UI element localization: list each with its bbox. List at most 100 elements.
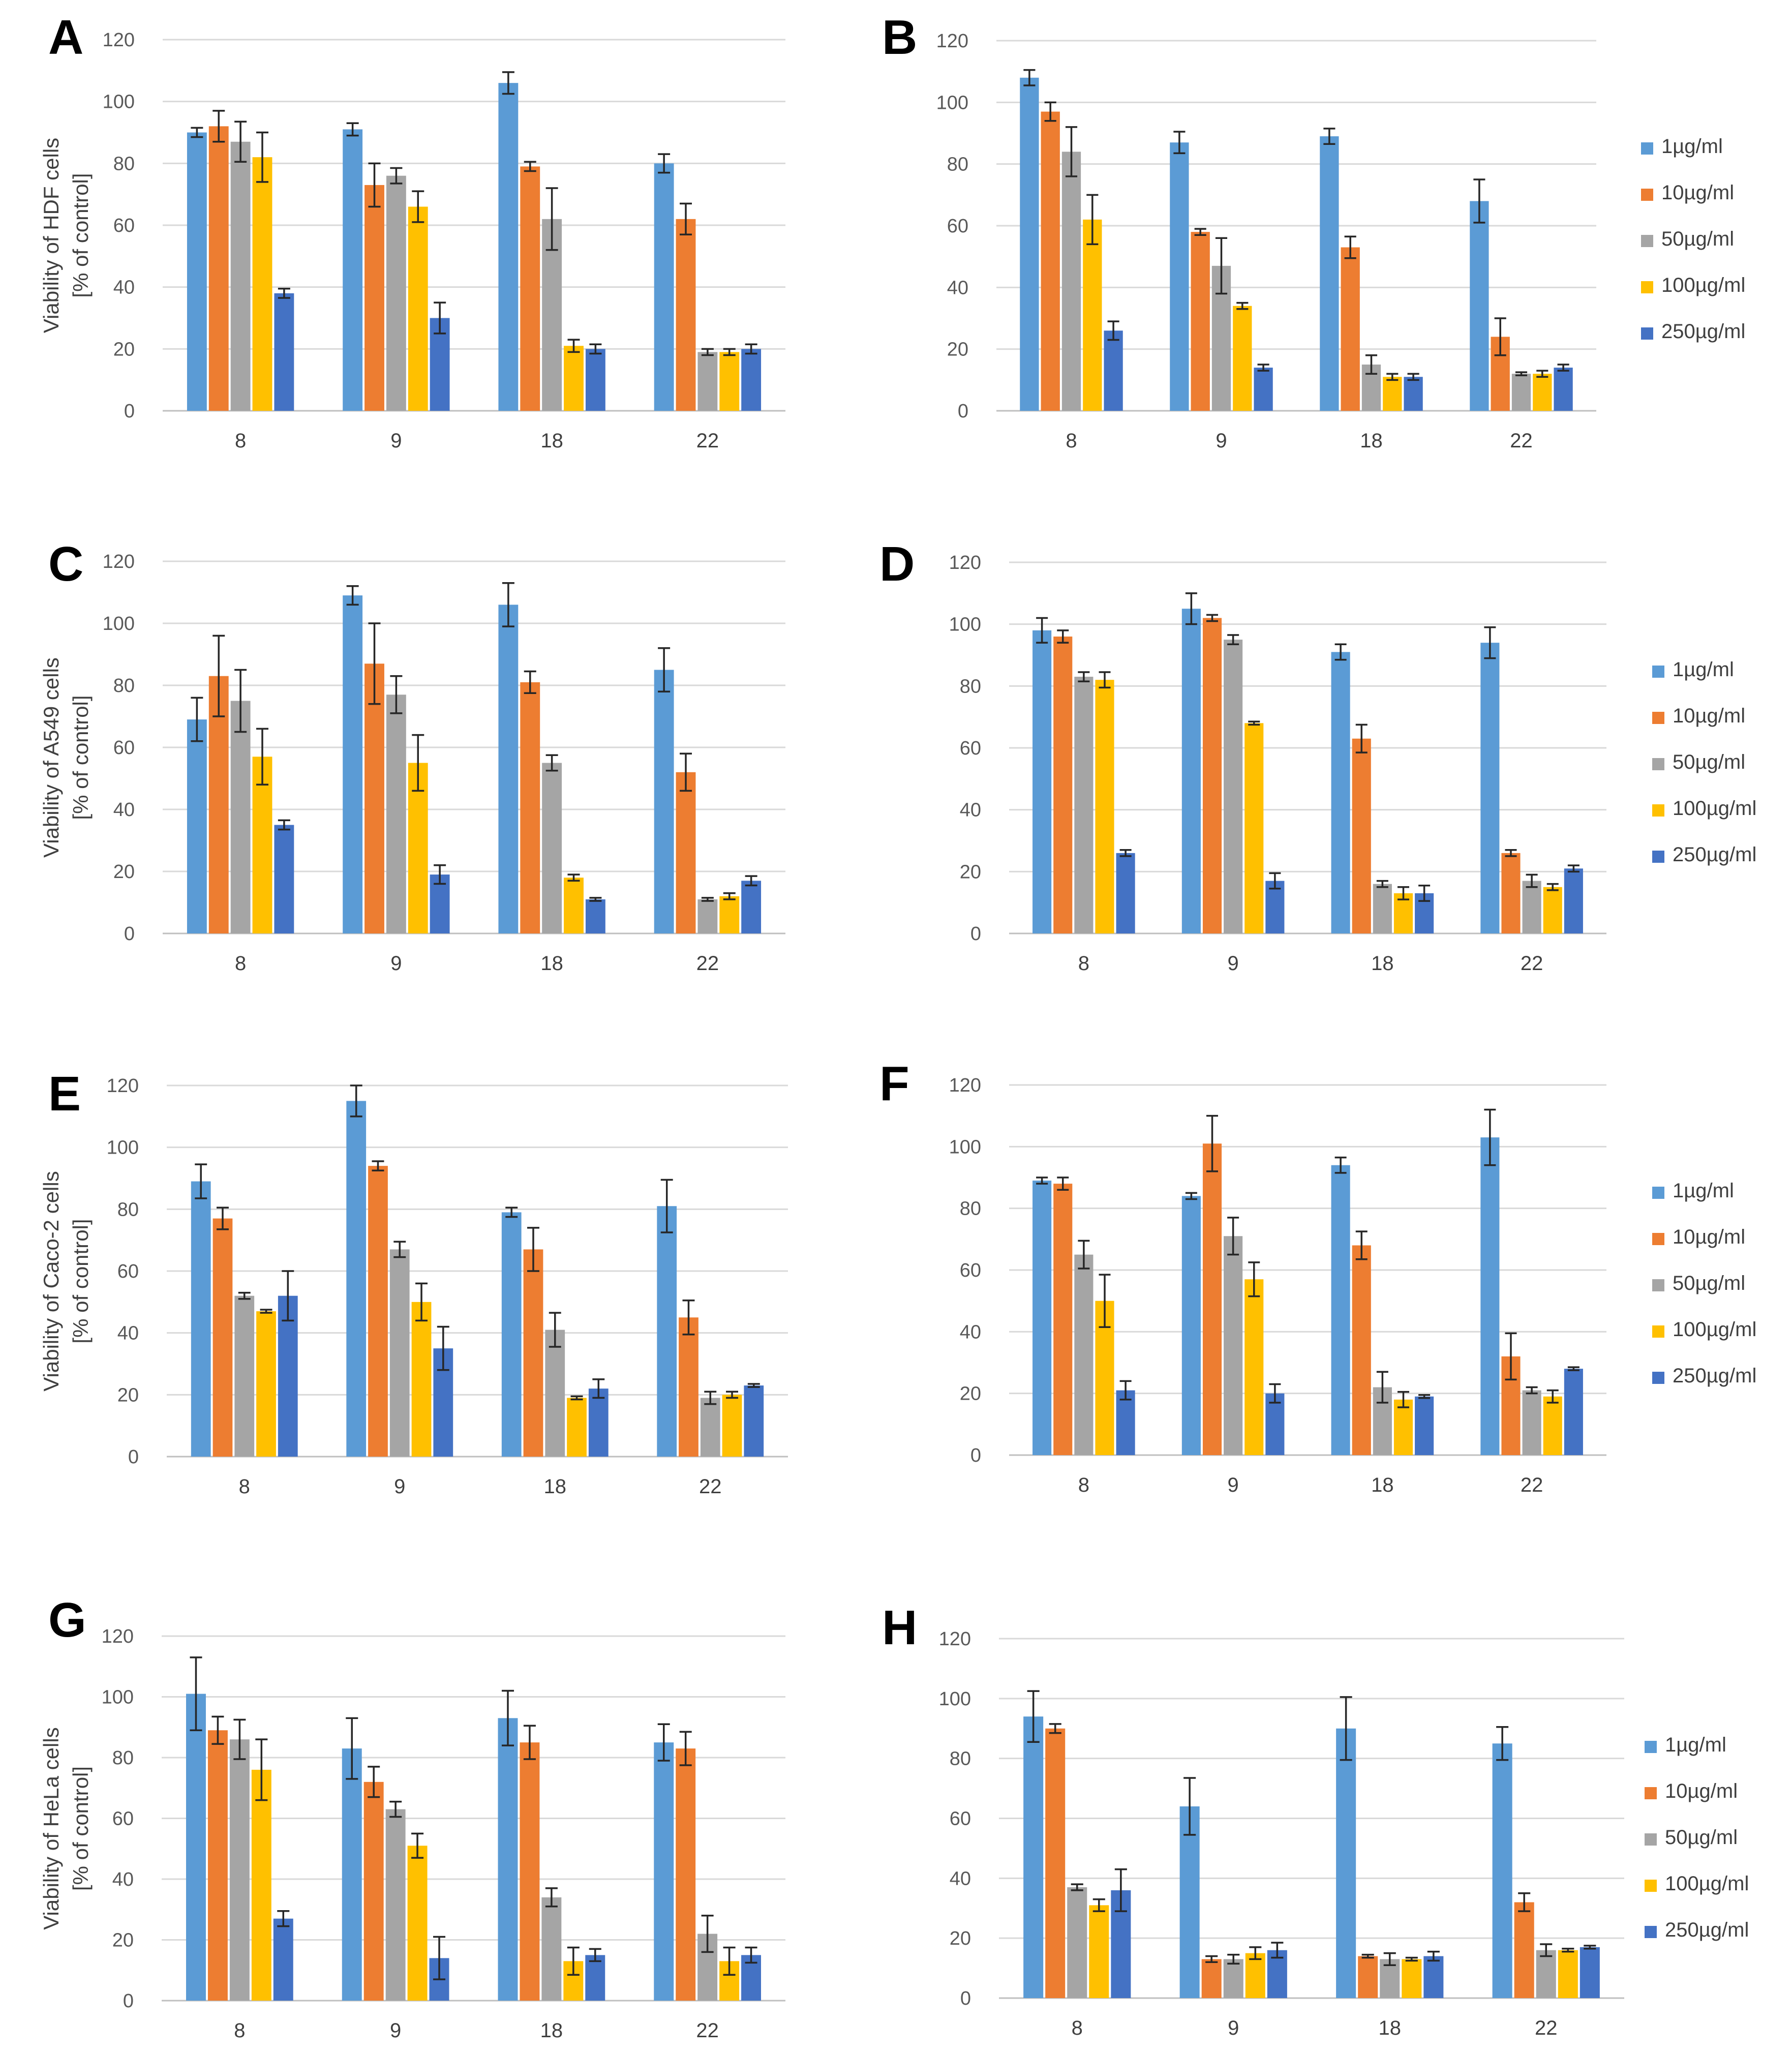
x-tick-label-h-9: 9 — [1228, 2017, 1239, 2039]
error-bar-d-18-s1 — [1334, 643, 1347, 661]
bar-b-18-s2 — [1341, 247, 1360, 411]
bar-f-18-s2 — [1352, 1245, 1371, 1455]
bar-f-22-s1 — [1480, 1137, 1500, 1455]
bar-d-9-s5 — [1265, 881, 1285, 933]
error-bar-c-22-s3 — [701, 897, 714, 902]
bar-h-9-s4 — [1245, 1953, 1265, 1998]
error-bar-h-18-s4 — [1405, 1956, 1418, 1962]
bar-a-18-s5 — [585, 349, 605, 411]
bar-b-8-s1 — [1020, 77, 1039, 411]
bar-g-8-s4 — [251, 1769, 271, 2001]
legend-label-h-s2: 10µg/ml — [1665, 1780, 1738, 1802]
y-axis-label-g-line2: [% of control] — [69, 1766, 93, 1891]
bar-g-8-s2 — [207, 1730, 228, 2001]
error-bar-e-22-s4 — [726, 1391, 738, 1399]
error-bar-g-8-s1 — [190, 1656, 202, 1731]
error-bar-d-9-s5 — [1269, 872, 1281, 890]
y-tick-label-b-80: 80 — [947, 154, 968, 175]
x-tick-label-g-9: 9 — [390, 2019, 401, 2042]
error-bar-a-18-s5 — [589, 343, 602, 355]
bar-c-22-s3 — [697, 899, 718, 933]
panel-label-a: A — [48, 10, 83, 65]
bar-c-22-s2 — [676, 772, 696, 933]
bar-g-9-s2 — [363, 1782, 384, 2001]
error-bar-h-18-s1 — [1340, 1696, 1352, 1761]
legend-label-h-s5: 250µg/ml — [1665, 1919, 1749, 1941]
bar-e-18-s2 — [523, 1249, 543, 1457]
bar-f-8-s3 — [1074, 1254, 1094, 1455]
panel-label-d: D — [879, 537, 915, 591]
y-tick-label-b-20: 20 — [947, 339, 968, 360]
error-bar-a-8-s2 — [212, 110, 225, 143]
error-bar-g-22-s4 — [723, 1946, 736, 1976]
x-tick-label-d-22: 22 — [1521, 952, 1543, 975]
bar-a-8-s5 — [274, 293, 294, 411]
error-bar-f-22-s4 — [1546, 1389, 1559, 1404]
error-bar-f-18-s5 — [1418, 1394, 1431, 1399]
y-tick-label-a-0: 0 — [124, 401, 135, 422]
bar-b-8-s5 — [1104, 330, 1123, 411]
y-tick-label-h-80: 80 — [950, 1748, 971, 1770]
legend-swatch-d-s2 — [1652, 712, 1664, 724]
bar-g-8-s1 — [186, 1694, 206, 2001]
y-tick-label-e-60: 60 — [117, 1261, 139, 1282]
bar-b-22-s1 — [1470, 201, 1489, 411]
legend-label-h-s4: 100µg/ml — [1665, 1873, 1749, 1895]
bar-f-18-s1 — [1331, 1165, 1350, 1455]
y-tick-label-d-100: 100 — [949, 614, 981, 636]
error-bar-c-22-s1 — [658, 647, 671, 692]
y-tick-label-d-20: 20 — [960, 861, 981, 883]
bar-f-18-s5 — [1415, 1396, 1434, 1455]
y-tick-label-f-20: 20 — [960, 1383, 981, 1405]
error-bar-b-22-s4 — [1536, 370, 1548, 378]
legend-swatch-f-s2 — [1652, 1233, 1664, 1245]
bar-d-9-s1 — [1181, 609, 1201, 933]
error-bar-a-8-s3 — [234, 120, 247, 163]
error-bar-f-18-s4 — [1397, 1391, 1410, 1408]
x-tick-label-c-18: 18 — [540, 952, 563, 975]
legend-label-b-s2: 10µg/ml — [1661, 182, 1734, 204]
error-bar-e-9-s4 — [415, 1282, 428, 1322]
error-bar-f-18-s1 — [1334, 1156, 1347, 1174]
legend-label-d-s1: 1µg/ml — [1673, 658, 1734, 681]
error-bar-f-9-s2 — [1206, 1114, 1219, 1172]
y-axis-label-e-line2: [% of control] — [69, 1219, 93, 1343]
bar-e-8-s4 — [256, 1311, 276, 1457]
error-bar-a-9-s4 — [412, 190, 424, 223]
error-bar-e-9-s3 — [393, 1241, 406, 1258]
bar-c-18-s5 — [585, 899, 605, 933]
bar-g-8-s3 — [229, 1739, 250, 2001]
x-tick-label-d-9: 9 — [1228, 952, 1239, 975]
legend-swatch-h-s5 — [1645, 1926, 1657, 1938]
bar-e-22-s1 — [657, 1206, 677, 1457]
error-bar-c-22-s5 — [745, 875, 757, 887]
error-bar-h-18-s3 — [1383, 1952, 1396, 1966]
error-bar-g-9-s5 — [433, 1936, 446, 1980]
y-axis-label-a-line2: [% of control] — [69, 173, 93, 297]
bar-b-9-s5 — [1254, 368, 1273, 411]
error-bar-b-9-s1 — [1173, 131, 1186, 155]
error-bar-d-22-s2 — [1505, 849, 1517, 857]
error-bar-e-22-s2 — [682, 1300, 695, 1336]
error-bar-a-18-s4 — [567, 339, 580, 353]
error-bar-c-9-s4 — [412, 734, 424, 792]
error-bar-d-8-s5 — [1119, 849, 1132, 857]
error-bar-b-18-s3 — [1365, 354, 1378, 375]
bar-d-9-s4 — [1244, 723, 1264, 933]
error-bar-c-9-s1 — [346, 585, 359, 606]
y-tick-label-f-60: 60 — [960, 1260, 981, 1281]
bar-e-22-s4 — [722, 1395, 742, 1457]
bar-b-9-s1 — [1170, 142, 1189, 411]
legend-label-f-s3: 50µg/ml — [1673, 1272, 1745, 1294]
bar-e-22-s2 — [679, 1317, 698, 1457]
bar-b-8-s2 — [1041, 111, 1060, 411]
error-bar-a-9-s5 — [434, 301, 446, 335]
panel-label-c: C — [48, 537, 83, 591]
error-bar-f-18-s2 — [1355, 1230, 1368, 1260]
bar-h-18-s2 — [1358, 1956, 1378, 1998]
legend-swatch-h-s3 — [1645, 1833, 1657, 1846]
x-tick-label-c-9: 9 — [390, 952, 402, 975]
error-bar-g-8-s3 — [233, 1718, 246, 1760]
bar-b-9-s4 — [1233, 306, 1252, 411]
error-bar-e-9-s5 — [437, 1325, 449, 1371]
